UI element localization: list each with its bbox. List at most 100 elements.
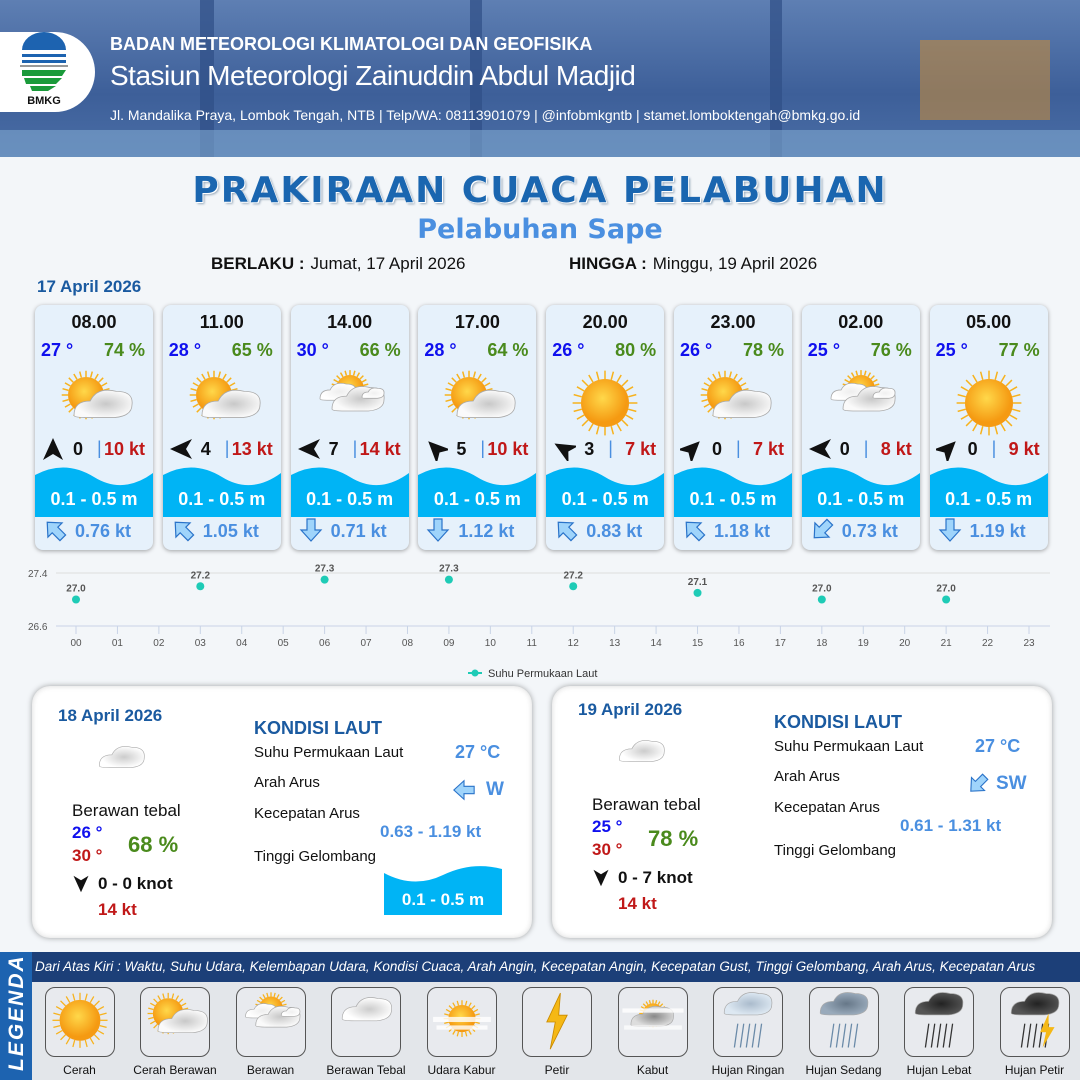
contact-info: Jl. Mandalika Praya, Lombok Tengah, NTB … xyxy=(110,107,861,123)
x-tick-label: 11 xyxy=(527,638,538,649)
legend-item-hujan-lebat: Hujan Lebat xyxy=(892,987,987,1077)
x-tick-label: 03 xyxy=(195,638,207,649)
legend-item-berawan: Berawan xyxy=(223,987,318,1077)
legend-label: Cerah xyxy=(63,1063,96,1077)
forecast-card-0500: 05.00 25 ° 77 % 0 | 9 kt 0.1 - 0.5 m 1.1… xyxy=(929,305,1048,550)
wave-height: 0.1 - 0.5 m xyxy=(689,489,777,509)
current-direction-label: Arah Arus xyxy=(254,774,320,791)
berawan-tebal-icon xyxy=(98,746,145,768)
data-point xyxy=(817,595,826,604)
wave-height: 0.1 - 0.5 m xyxy=(178,489,266,509)
separator: | xyxy=(991,438,997,458)
x-tick-label: 15 xyxy=(692,638,704,649)
current-direction-label: Arah Arus xyxy=(774,768,840,785)
current-speed: 1.18 kt xyxy=(714,521,771,541)
day-panel-18: 18 April 2026 Berawan tebal 26 ° 30 ° 68… xyxy=(32,686,532,938)
air-temperature: 28 ° xyxy=(424,340,457,360)
forecast-time: 05.00 xyxy=(966,312,1012,332)
current-direction: SW xyxy=(996,773,1027,794)
current-direction-icon xyxy=(966,772,990,801)
wind-speed: 5 xyxy=(456,439,467,459)
wave-height: 0.1 - 0.5 m xyxy=(561,489,649,509)
air-temperature: 30 ° xyxy=(296,340,329,360)
humidity: 65 % xyxy=(231,340,273,360)
logo-text: BMKG xyxy=(27,95,61,107)
legend-icon-frame xyxy=(140,987,210,1057)
current-speed: 0.83 kt xyxy=(586,521,643,541)
humidity: 68 % xyxy=(128,832,179,857)
day1-date: 17 April 2026 xyxy=(37,277,142,296)
wave-icon xyxy=(674,467,792,517)
x-tick-label: 04 xyxy=(236,638,248,649)
current-speed: 0.73 kt xyxy=(841,521,898,541)
x-tick-label: 16 xyxy=(733,638,745,649)
legend-icon-frame xyxy=(331,987,401,1057)
forecast-time: 17.00 xyxy=(454,312,500,332)
humidity: 64 % xyxy=(487,340,529,360)
legend-item-cerah: Cerah xyxy=(32,987,127,1077)
wave-icon xyxy=(546,467,665,517)
max-temperature: 30 ° xyxy=(72,846,103,865)
legend-item-berawan-tebal: Berawan Tebal xyxy=(319,987,414,1077)
humidity: 78 % xyxy=(742,340,784,360)
wind-speed-range: 0 - 0 knot xyxy=(98,874,173,893)
legend-label: Berawan xyxy=(246,1063,295,1077)
data-point xyxy=(72,595,80,604)
x-tick-label: 14 xyxy=(651,638,663,649)
humidity: 77 % xyxy=(998,340,1040,360)
separator: | xyxy=(97,438,102,458)
wave-icon xyxy=(384,866,502,915)
weather-condition: Berawan tebal xyxy=(72,801,181,820)
legend-description: Dari Atas Kiri : Waktu, Suhu Udara, Kele… xyxy=(32,952,1080,982)
data-point xyxy=(569,582,578,591)
wind-direction-icon xyxy=(169,437,193,461)
forecast-card-1700: 17.00 28 ° 64 % 5 | 10 kt 0.1 - 0.5 m 1.… xyxy=(418,305,537,550)
gust-speed: 9 kt xyxy=(1008,439,1040,459)
legend-item-hujan-sedang: Hujan Sedang xyxy=(796,987,891,1077)
cerah-berawan-icon xyxy=(700,370,772,420)
wind-direction-icon xyxy=(297,437,321,461)
min-temperature: 26 ° xyxy=(72,823,103,842)
x-tick-label: 17 xyxy=(775,638,787,649)
separator: | xyxy=(863,438,869,458)
legend-icon-frame xyxy=(235,987,306,1057)
data-label: 27.0 xyxy=(66,584,86,595)
forecast-time: 23.00 xyxy=(710,312,756,332)
valid-from: BERLAKU : Jumat, 17 April 2026 xyxy=(211,254,466,273)
data-label: 27.2 xyxy=(563,570,583,581)
wave-icon xyxy=(801,467,920,517)
wave-height: 0.1 - 0.5 m xyxy=(817,489,905,509)
current-speed: 1.19 kt xyxy=(969,521,1026,541)
current-direction-icon xyxy=(298,517,324,543)
data-label: 27.1 xyxy=(688,577,708,588)
humidity: 66 % xyxy=(359,340,401,360)
legend-label: Udara Kabur xyxy=(427,1063,496,1077)
x-tick-label: 18 xyxy=(816,638,828,649)
humidity: 74 % xyxy=(103,340,145,360)
legend-label: Petir xyxy=(544,1063,570,1077)
current-direction-icon xyxy=(170,517,196,543)
cerah-berawan-icon xyxy=(445,370,516,420)
separator: | xyxy=(352,438,358,458)
legend-side: LEGENDA xyxy=(0,952,32,1080)
hujan-lebat-icon xyxy=(914,992,964,1048)
x-tick-label: 09 xyxy=(443,638,455,649)
x-tick-label: 01 xyxy=(112,638,124,649)
current-direction-icon xyxy=(553,517,579,543)
hujan-ringan-icon xyxy=(723,992,773,1048)
berawan-icon xyxy=(244,992,300,1028)
wind-direction-icon xyxy=(808,437,832,461)
legend-item-cerah-berawan: Cerah Berawan xyxy=(128,987,223,1077)
legend-item-petir: Petir xyxy=(510,987,605,1077)
forecast-time: 11.00 xyxy=(199,312,244,332)
header-banner: BMKG BADAN METEOROLOGI KLIMATOLOGI DAN G… xyxy=(0,0,1080,157)
x-tick-label: 13 xyxy=(609,638,621,649)
berawan-icon xyxy=(319,370,385,412)
cerah-berawan-icon xyxy=(147,992,208,1035)
wave-height: 0.1 - 0.5 m xyxy=(50,489,138,509)
air-temperature: 25 ° xyxy=(935,340,968,360)
legend-label: Hujan Sedang xyxy=(805,1063,882,1077)
forecast-time: 20.00 xyxy=(582,312,628,332)
separator: | xyxy=(224,438,230,458)
current-speed: 0.71 kt xyxy=(330,521,387,541)
